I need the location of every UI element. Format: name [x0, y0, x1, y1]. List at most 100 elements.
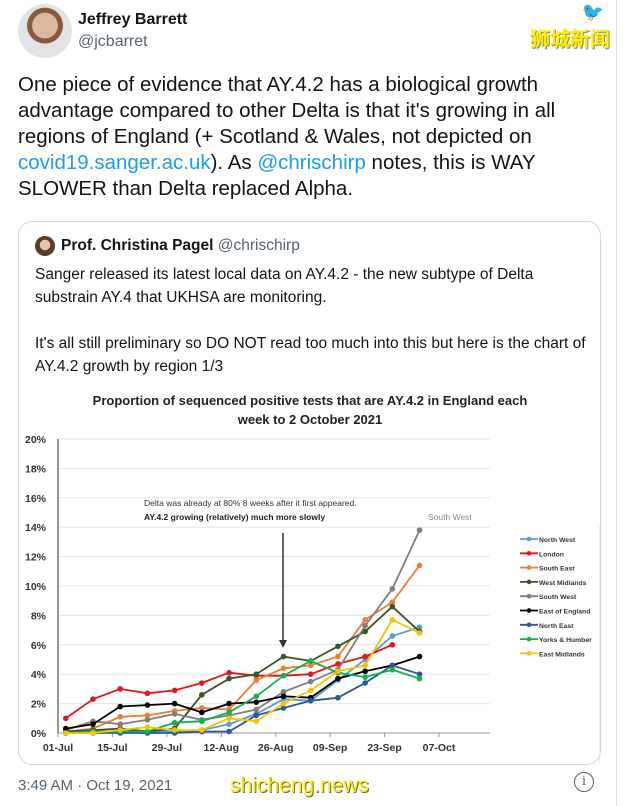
data-point [335, 668, 341, 675]
legend-label: West Midlands [539, 580, 587, 587]
data-point [389, 666, 396, 673]
data-point [307, 671, 314, 677]
data-point [416, 671, 423, 677]
data-point [117, 686, 124, 692]
scrollbar-edge [616, 0, 617, 806]
x-tick-label: 07-Oct [423, 742, 456, 754]
data-point [171, 700, 178, 707]
timestamp[interactable]: 3:49 AM · Oct 19, 2021 [18, 777, 173, 794]
data-point [416, 630, 423, 636]
mention-link[interactable]: @chrischirp [257, 151, 366, 174]
data-point [362, 622, 368, 629]
data-point [253, 677, 260, 683]
data-point [199, 718, 205, 725]
x-tick-label: 29-Jul [152, 742, 182, 754]
legend-label: South West [539, 594, 577, 601]
watermark-top: 狮城新闻 [530, 29, 610, 51]
tweet-text: One piece of evidence that AY.4.2 has a … [18, 72, 608, 202]
data-point [362, 628, 368, 635]
y-tick-label: 0% [31, 728, 47, 740]
data-point [226, 721, 232, 727]
data-point [362, 662, 368, 669]
author-handle[interactable]: @jcbarret [78, 33, 148, 50]
data-point [280, 705, 287, 711]
quote-text: Sanger released its latest local data on… [35, 266, 586, 375]
data-point [280, 665, 287, 672]
data-point [335, 661, 341, 667]
data-point [144, 728, 151, 735]
legend-marker [526, 622, 532, 628]
y-tick-label: 18% [25, 463, 47, 475]
data-point [389, 599, 396, 605]
data-point [307, 658, 314, 664]
y-tick-label: 4% [31, 669, 47, 681]
legend-marker [526, 608, 532, 613]
quoted-tweet[interactable]: Prof. Christina Pagel @chrischirp Sanger… [18, 221, 601, 765]
chart-title: Proportion of sequenced positive tests t… [93, 393, 528, 408]
data-point [90, 730, 96, 736]
data-point [280, 689, 287, 695]
text-part: notes, this is WAY SLOWER than Delta rep… [18, 151, 536, 200]
legend-marker [526, 593, 532, 599]
data-point [335, 643, 341, 650]
data-point [307, 678, 314, 685]
data-point [117, 727, 124, 733]
data-point [416, 562, 423, 569]
data-point [253, 712, 260, 719]
data-point [253, 671, 260, 677]
chart-title: week to 2 October 2021 [237, 412, 383, 427]
data-point [362, 674, 368, 680]
data-point [171, 687, 178, 694]
y-tick-label: 14% [25, 522, 47, 534]
quote-author: Prof. Christina Pagel @chrischirp [61, 237, 300, 255]
data-point [307, 687, 314, 694]
data-point [253, 699, 260, 705]
info-icon[interactable]: i [574, 772, 594, 792]
data-point [253, 693, 260, 700]
legend-marker [526, 536, 532, 542]
data-point [335, 694, 341, 701]
legend-label: East Midlands [539, 651, 585, 658]
series-line [65, 564, 421, 733]
y-tick-label: 16% [25, 493, 47, 505]
data-point [335, 653, 341, 660]
data-point [144, 724, 151, 730]
y-tick-label: 12% [25, 552, 47, 564]
data-point [416, 653, 423, 660]
data-point [253, 706, 260, 713]
data-point [389, 642, 396, 648]
data-point [117, 703, 124, 710]
data-point [253, 718, 260, 725]
quote-author-name: Prof. Christina Pagel [61, 237, 214, 254]
data-point [389, 617, 396, 623]
data-point [199, 691, 205, 698]
author-name[interactable]: Jeffrey Barrett [78, 11, 188, 28]
series-label: South West [428, 512, 472, 522]
data-point [389, 586, 396, 592]
legend-label: Yorks & Humber [539, 637, 592, 644]
avatar[interactable] [18, 4, 72, 58]
annotation-text: AY.4.2 growing (relatively) much more sl… [144, 512, 325, 522]
data-point [416, 675, 423, 682]
legend-marker [526, 651, 532, 656]
data-point [199, 705, 205, 711]
data-point [171, 727, 178, 733]
data-point [389, 633, 396, 639]
y-tick-label: 2% [31, 699, 47, 711]
data-point [280, 693, 287, 700]
data-point [117, 721, 124, 727]
data-point [307, 697, 314, 704]
data-point [389, 603, 396, 610]
data-point [416, 527, 423, 533]
x-tick-label: 23-Sep [367, 742, 401, 754]
quote-author-handle: @chrischirp [217, 237, 300, 254]
data-point [199, 680, 205, 686]
sanger-link[interactable]: covid19.sanger.ac.uk [18, 151, 211, 174]
data-point [226, 700, 232, 707]
legend-label: South East [539, 566, 575, 573]
legend-label: North West [539, 537, 576, 544]
data-point [307, 662, 314, 669]
data-point [144, 712, 151, 719]
data-point [144, 702, 151, 708]
x-tick-label: 09-Sep [313, 742, 347, 754]
